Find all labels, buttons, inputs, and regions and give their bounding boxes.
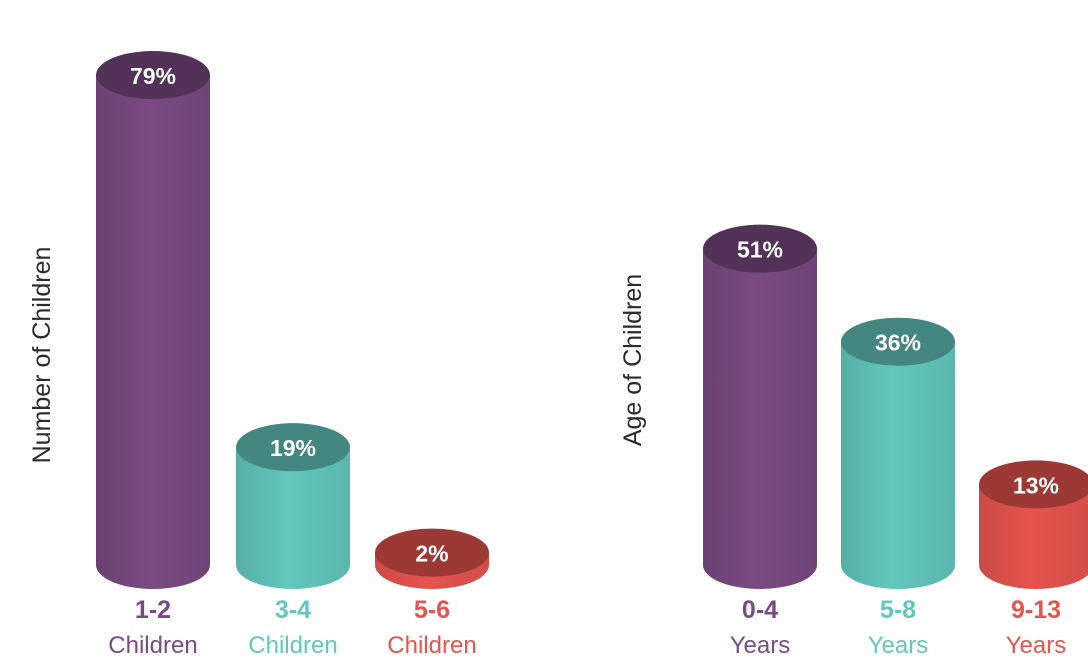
bar-value-label-0-2: 2% xyxy=(415,541,448,567)
bar-cap-1-0 xyxy=(703,224,817,273)
bar-cap-1-2 xyxy=(979,460,1088,509)
bar-value-label-1-1: 36% xyxy=(875,330,921,356)
bar-value-label-1-2: 13% xyxy=(1013,472,1059,498)
bar-value-label-1-0: 51% xyxy=(737,237,783,263)
category-range-0-1: 3-4 xyxy=(275,596,311,624)
y-axis-label-age-of-children: Age of Children xyxy=(619,274,647,446)
category-unit-0-1: Children xyxy=(248,632,337,659)
category-range-1-2: 9-13 xyxy=(1011,596,1061,624)
category-unit-1-2: Years xyxy=(1006,632,1067,659)
category-range-0-2: 5-6 xyxy=(414,596,450,624)
bar-1-1 xyxy=(841,341,955,589)
category-unit-0-0: Children xyxy=(108,632,197,659)
bar-value-label-0-1: 19% xyxy=(270,435,316,461)
bar-cap-0-2 xyxy=(375,528,489,577)
bar-0-1 xyxy=(236,447,350,589)
bar-0-0 xyxy=(96,75,210,589)
bar-cap-0-1 xyxy=(236,423,350,472)
bar-1-2 xyxy=(979,484,1088,589)
bar-cap-0-0 xyxy=(96,51,210,99)
category-range-0-0: 1-2 xyxy=(135,596,171,624)
y-axis-label-number-of-children: Number of Children xyxy=(28,247,56,464)
category-range-1-0: 0-4 xyxy=(742,596,778,624)
category-range-1-1: 5-8 xyxy=(880,596,916,624)
bar-cap-1-1 xyxy=(841,317,955,366)
bar-value-label-0-0: 79% xyxy=(130,63,176,89)
bar-1-0 xyxy=(703,248,817,589)
category-unit-1-1: Years xyxy=(868,632,929,659)
category-unit-1-0: Years xyxy=(730,632,791,659)
category-unit-0-2: Children xyxy=(387,632,476,659)
